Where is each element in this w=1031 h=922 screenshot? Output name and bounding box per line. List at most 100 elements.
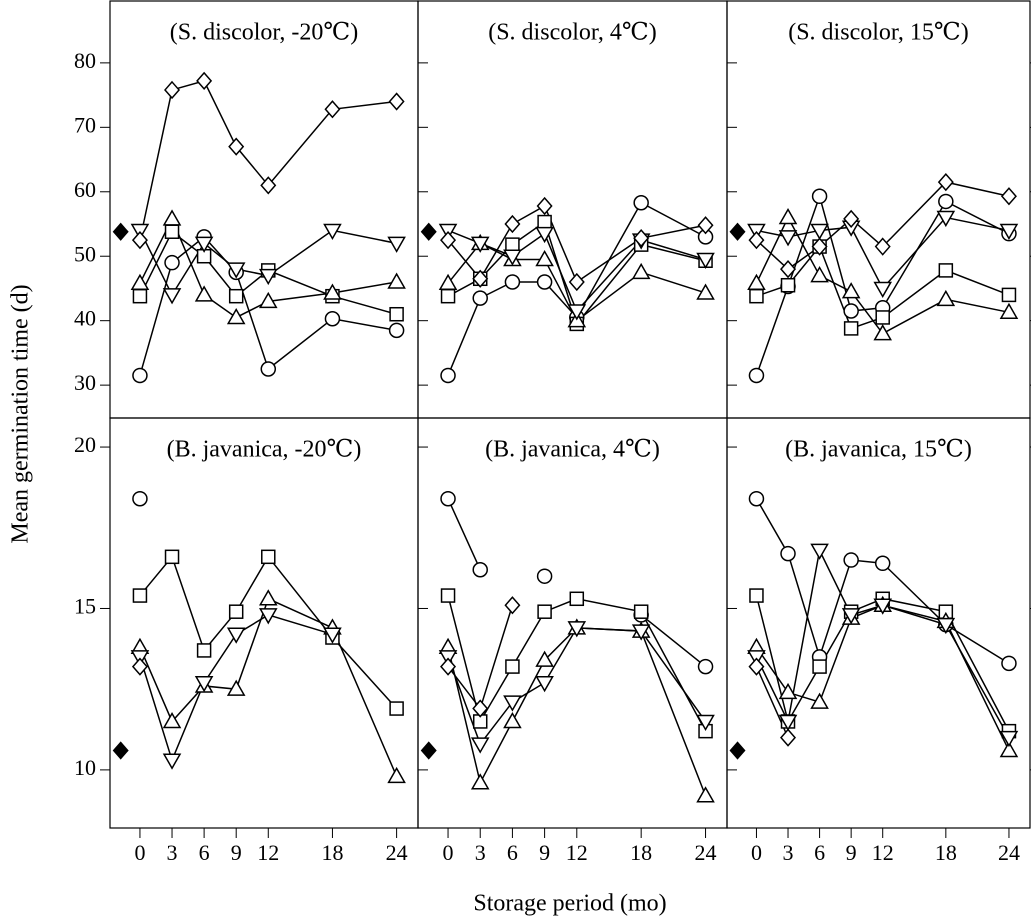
marker: [873, 281, 893, 298]
panel-label: (B. javanica, 4℃): [485, 437, 660, 463]
marker: [132, 367, 148, 384]
y-tick-label: 70: [74, 112, 96, 137]
marker: [936, 289, 956, 307]
marker: [323, 223, 342, 240]
series-line: [755, 181, 1010, 271]
panel-label: (S. discolor, 15℃): [788, 20, 969, 46]
x-tick-label: 6: [507, 840, 518, 865]
marker: [503, 711, 522, 729]
x-tick-label: 0: [751, 840, 762, 865]
marker: [696, 252, 715, 269]
x-tick-label: 3: [475, 840, 486, 865]
marker: [812, 659, 827, 674]
y-tick-label: 80: [74, 48, 96, 73]
panel-frame: [726, 0, 1031, 419]
x-tick-label: 9: [846, 840, 857, 865]
x-tick-label: 6: [199, 840, 210, 865]
marker: [440, 490, 456, 507]
series-line: [755, 595, 1010, 732]
marker: [1000, 187, 1017, 206]
x-tick-label: 18: [630, 840, 652, 865]
marker: [132, 490, 148, 507]
panel-label: (S. discolor, -20℃): [170, 20, 359, 46]
series-line: [447, 605, 514, 711]
marker: [937, 172, 954, 192]
x-tick-label: 12: [872, 840, 894, 865]
marker: [841, 282, 861, 299]
marker: [537, 214, 552, 230]
marker: [810, 266, 829, 283]
marker: [568, 272, 585, 292]
marker: [504, 274, 521, 290]
marker: [536, 196, 553, 216]
marker: [535, 650, 554, 667]
marker: [780, 277, 796, 293]
marker: [162, 288, 182, 305]
marker: [228, 137, 245, 156]
marker: [260, 176, 277, 195]
marker: [132, 288, 148, 304]
marker: [811, 237, 828, 256]
marker: [388, 322, 405, 339]
marker: [633, 194, 649, 211]
marker: [535, 675, 554, 693]
marker: [440, 230, 457, 250]
marker: [843, 321, 859, 336]
marker: [505, 659, 520, 674]
marker: [504, 596, 521, 615]
marker: [567, 304, 587, 321]
marker: [936, 617, 956, 635]
marker: [505, 237, 520, 252]
marker: [778, 208, 798, 225]
marker: [749, 588, 764, 603]
marker: [228, 604, 244, 619]
marker: [569, 591, 585, 607]
y-tick-label: 15: [74, 594, 96, 619]
marker: [323, 627, 342, 644]
marker: [194, 285, 214, 302]
x-tick-label: 12: [257, 840, 279, 865]
x-tick-label: 3: [167, 840, 178, 865]
marker: [387, 236, 406, 253]
panel-frame: [109, 417, 419, 829]
marker: [194, 675, 214, 693]
marker: [472, 699, 489, 718]
x-tick-label: 24: [386, 840, 408, 865]
marker: [696, 714, 715, 731]
marker: [440, 588, 456, 603]
marker: [748, 367, 765, 384]
panel-label: (B. javanica, 15℃): [785, 437, 972, 463]
marker: [633, 229, 650, 248]
marker: [438, 273, 458, 291]
marker: [387, 272, 406, 289]
series-line: [139, 614, 333, 763]
marker: [196, 643, 212, 658]
marker: [258, 589, 278, 606]
marker: [747, 273, 766, 291]
y-tick-label: 50: [74, 241, 96, 266]
marker: [843, 303, 859, 319]
marker: [504, 214, 521, 234]
marker: [260, 361, 277, 377]
marker: [536, 568, 553, 584]
marker: [696, 786, 715, 803]
marker: [567, 621, 587, 638]
marker: [131, 657, 148, 676]
marker: [324, 100, 341, 119]
marker: [748, 490, 765, 507]
marker: [938, 263, 954, 278]
series-line: [139, 597, 398, 777]
marker: [536, 274, 553, 290]
marker: [162, 209, 182, 226]
x-tick-label: 3: [783, 840, 794, 865]
marker: [196, 71, 213, 91]
marker: [535, 249, 554, 267]
marker: [874, 237, 891, 256]
marker: [537, 604, 552, 619]
y-axis-label: Mean germination time (d): [8, 284, 34, 543]
marker: [164, 80, 181, 100]
marker: [130, 273, 150, 291]
panel-label: (B. javanica, -20℃): [167, 437, 362, 463]
marker: [810, 692, 829, 709]
marker: [162, 753, 182, 770]
